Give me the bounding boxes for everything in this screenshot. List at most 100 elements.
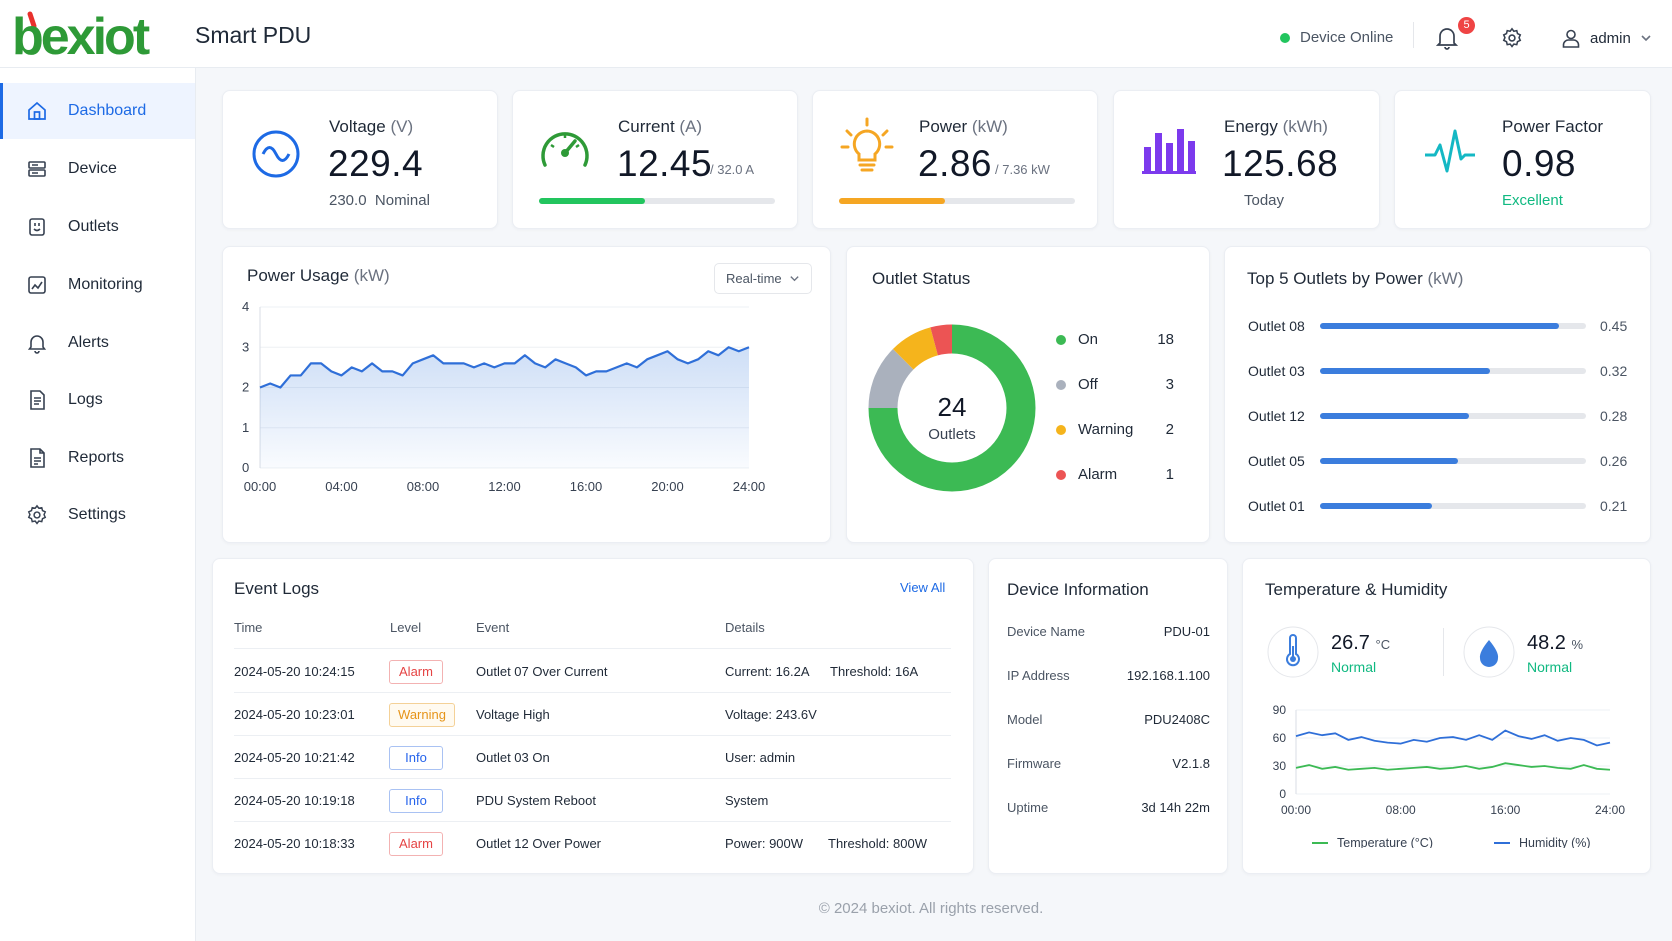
sidebar-item-label: Outlets [68,218,119,235]
log-threshold: Threshold: 16A [830,664,919,679]
log-event: Outlet 07 Over Current [476,664,608,679]
bar-fill [1320,323,1560,329]
sidebar-item-logs[interactable]: Logs [0,372,195,428]
log-event: Outlet 03 On [476,750,550,765]
y-tick-label: 90 [1273,703,1287,717]
outlet-name: Outlet 08 [1248,318,1305,334]
sidebar-item-monitoring[interactable]: Monitoring [0,257,195,313]
log-time: 2024-05-20 10:18:33 [234,836,355,851]
temp-humidity-card [1242,558,1651,874]
legend-label: Alarm [1078,466,1118,483]
gauge-icon [541,132,589,167]
table-divider [234,648,951,649]
log-time: 2024-05-20 10:23:01 [234,707,355,722]
x-tick-label: 24:00 [1595,803,1625,817]
device-status: Device Online [1280,29,1393,46]
table-divider [234,821,951,822]
app-title: Smart PDU [195,22,312,48]
pulse-icon [1425,129,1475,173]
divider [1413,22,1414,48]
log-event: Voltage High [476,707,550,722]
sidebar-item-dashboard[interactable]: Dashboard [0,83,195,139]
sidebar-item-device[interactable]: Device [0,141,195,197]
sidebar-item-settings[interactable]: Settings [0,487,195,543]
x-tick-label: 16:00 [570,479,603,494]
home-icon [28,101,46,120]
log-time: 2024-05-20 10:21:42 [234,750,355,765]
info-value: V2.1.8 [1172,756,1210,771]
bexiot-logo[interactable]: bexiot [10,6,175,67]
outlet-power-value: 0.32 [1600,363,1628,379]
svg-text:bexiot: bexiot [12,8,150,62]
donut-slice-off [868,348,914,409]
table-divider [234,778,951,779]
info-value: PDU-01 [1163,624,1210,639]
chevron-down-icon [789,276,799,282]
power-progress-track [839,198,1075,204]
sidebar-item-alerts[interactable]: Alerts [0,315,195,371]
logs-icon [30,390,45,410]
info-key: Firmware [1007,756,1062,771]
column-header-details: Details [725,620,765,635]
range-select[interactable]: Real-time [714,263,812,294]
legend-item-on: On 18 [1056,330,1196,350]
report-icon [30,448,45,468]
y-tick-label: 2 [242,380,249,395]
sidebar-item-label: Reports [68,449,125,466]
log-details: Power: 900W [725,836,804,851]
sidebar-item-outlets[interactable]: Outlets [0,199,195,255]
power-factor-card: Power Factor 0.98 Excellent [1394,90,1651,229]
legend-dot [1056,335,1066,345]
power-usage-title: Power Usage (kW) [247,266,390,285]
x-tick-label: 16:00 [1490,803,1520,817]
user-icon [1562,29,1580,48]
donut-slice-alarm [930,324,953,356]
log-details: System [725,793,769,808]
water-drop-icon [1463,626,1515,678]
log-time: 2024-05-20 10:24:15 [234,664,355,679]
level-badge-alarm: Alarm [389,832,443,856]
bar-track [1320,458,1586,464]
device-info-card [988,558,1228,874]
legend-item-alarm: Alarm 1 [1056,465,1196,485]
series-line-humidity [1295,729,1611,747]
energy-period: Today [1244,192,1285,209]
column-header-event: Event [476,620,510,635]
humidity-status: Normal [1527,659,1573,675]
settings-gear-icon[interactable] [1501,27,1523,54]
legend-label: Off [1078,376,1098,393]
bar-chart-icon [1142,129,1196,174]
donut-slice-warning [892,327,939,370]
view-all-link[interactable]: View All [900,580,946,595]
sidebar-item-label: Dashboard [68,102,147,119]
kpi-title: Power Factor [1502,117,1604,136]
level-badge-alarm: Alarm [389,660,443,684]
info-key: Device Name [1007,624,1086,639]
outlet-status-donut [868,324,1036,492]
top5-row: Outlet 12 0.28 [1248,406,1628,426]
thermometer-icon [1267,626,1319,678]
current-max: / 32.0 A [710,162,755,177]
event-logs-title: Event Logs [234,579,320,598]
level-badge-warning: Warning [389,703,455,727]
footer-copyright: © 2024 bexiot. All rights reserved. [818,900,1044,917]
sidebar-item-reports[interactable]: Reports [0,430,195,486]
bar-fill [1320,503,1432,509]
power-card: Power (kW) 2.86 / 7.36 kW [812,90,1098,229]
user-menu[interactable]: admin [1561,28,1652,48]
top5-row: Outlet 08 0.45 [1248,316,1628,336]
legend-dot [1056,425,1066,435]
notification-bell-icon[interactable] [1435,26,1459,55]
outlet-name: Outlet 01 [1248,498,1305,514]
y-tick-label: 60 [1273,731,1287,745]
log-details: Current: 16.2A [725,664,810,679]
top-bar: bexiot Smart PDU Device Online 5 admin [0,0,1672,68]
top5-row: Outlet 05 0.26 [1248,451,1628,471]
x-tick-label: 00:00 [244,479,277,494]
gear-icon [27,504,47,525]
divider [1443,628,1444,676]
outlet-total-label: Outlets [928,426,976,443]
legend-count: 3 [1165,376,1174,393]
power-factor-value: 0.98 [1502,143,1577,184]
temp-humidity-chart: 0 30 60 90 00:00 08:00 16:00 24:00 Temperature (… [1273,703,1626,848]
